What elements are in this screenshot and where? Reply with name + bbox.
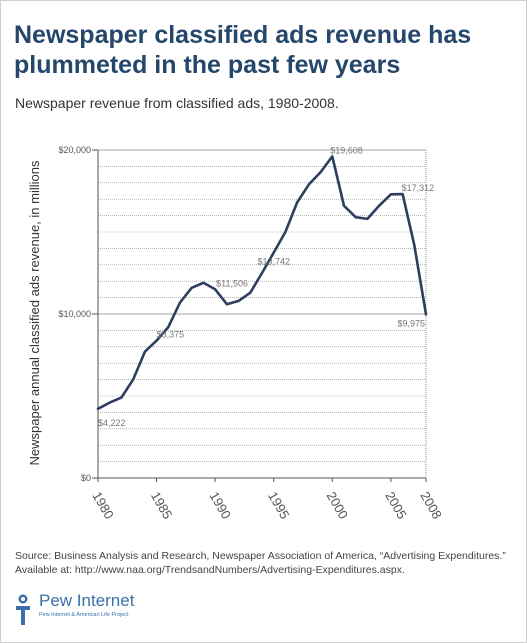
series-layer [96, 155, 428, 411]
source-line-1: Source: Business Analysis and Research, … [15, 550, 506, 562]
data-label: $11,506 [216, 278, 248, 288]
x-tick-label: 1995 [265, 489, 292, 522]
x-tick-label: 1990 [207, 489, 234, 522]
data-label: $4,222 [98, 418, 126, 428]
chart-title-line-1: Newspaper classified ads revenue has [14, 21, 472, 49]
source-note: Source: Business Analysis and Research, … [15, 549, 520, 577]
y-tick-label: $10,000 [58, 309, 91, 319]
y-tick-label: $0 [81, 473, 91, 483]
series-line [96, 155, 428, 411]
data-label: $17,312 [402, 183, 435, 193]
x-tick-label: 2000 [324, 489, 351, 522]
logo-name: Pew Internet [39, 591, 135, 610]
x-tick-label: 2008 [417, 489, 444, 522]
data-label: $8,375 [157, 330, 185, 340]
x-tick-label: 1980 [89, 489, 116, 522]
data-label: $19,608 [330, 145, 363, 155]
label-layer: $4,222 $8,375 $11,506 $13,742 $19,608 $17,312… [98, 145, 434, 427]
pew-internet-logo: Pew Internet Pew Internet & American Lif… [13, 591, 173, 629]
y-axis-label: Newspaper annual classified ads revenue,… [27, 160, 42, 465]
x-tick-label: 1985 [148, 489, 175, 522]
pew-logo-icon [16, 594, 30, 625]
chart-subtitle: Newspaper revenue from classified ads, 1… [15, 95, 339, 111]
axis-layer: $0 $10,000 $20,000 1980 1985 1990 1995 2000 2005… [58, 145, 444, 522]
data-label: $13,742 [257, 257, 290, 267]
source-line-2: Available at: http://www.naa.org/Trendsa… [15, 564, 405, 576]
x-tick-label: 2005 [382, 489, 409, 522]
logo-tagline: Pew Internet & American Life Project [39, 612, 129, 618]
data-label: $9,975 [397, 318, 425, 328]
grid-layer [98, 149, 427, 479]
y-tick-label: $20,000 [58, 145, 91, 155]
chart-title-line-2: plummeted in the past few years [14, 51, 401, 79]
chart-title: Newspaper classified ads revenue has plu… [14, 20, 514, 80]
